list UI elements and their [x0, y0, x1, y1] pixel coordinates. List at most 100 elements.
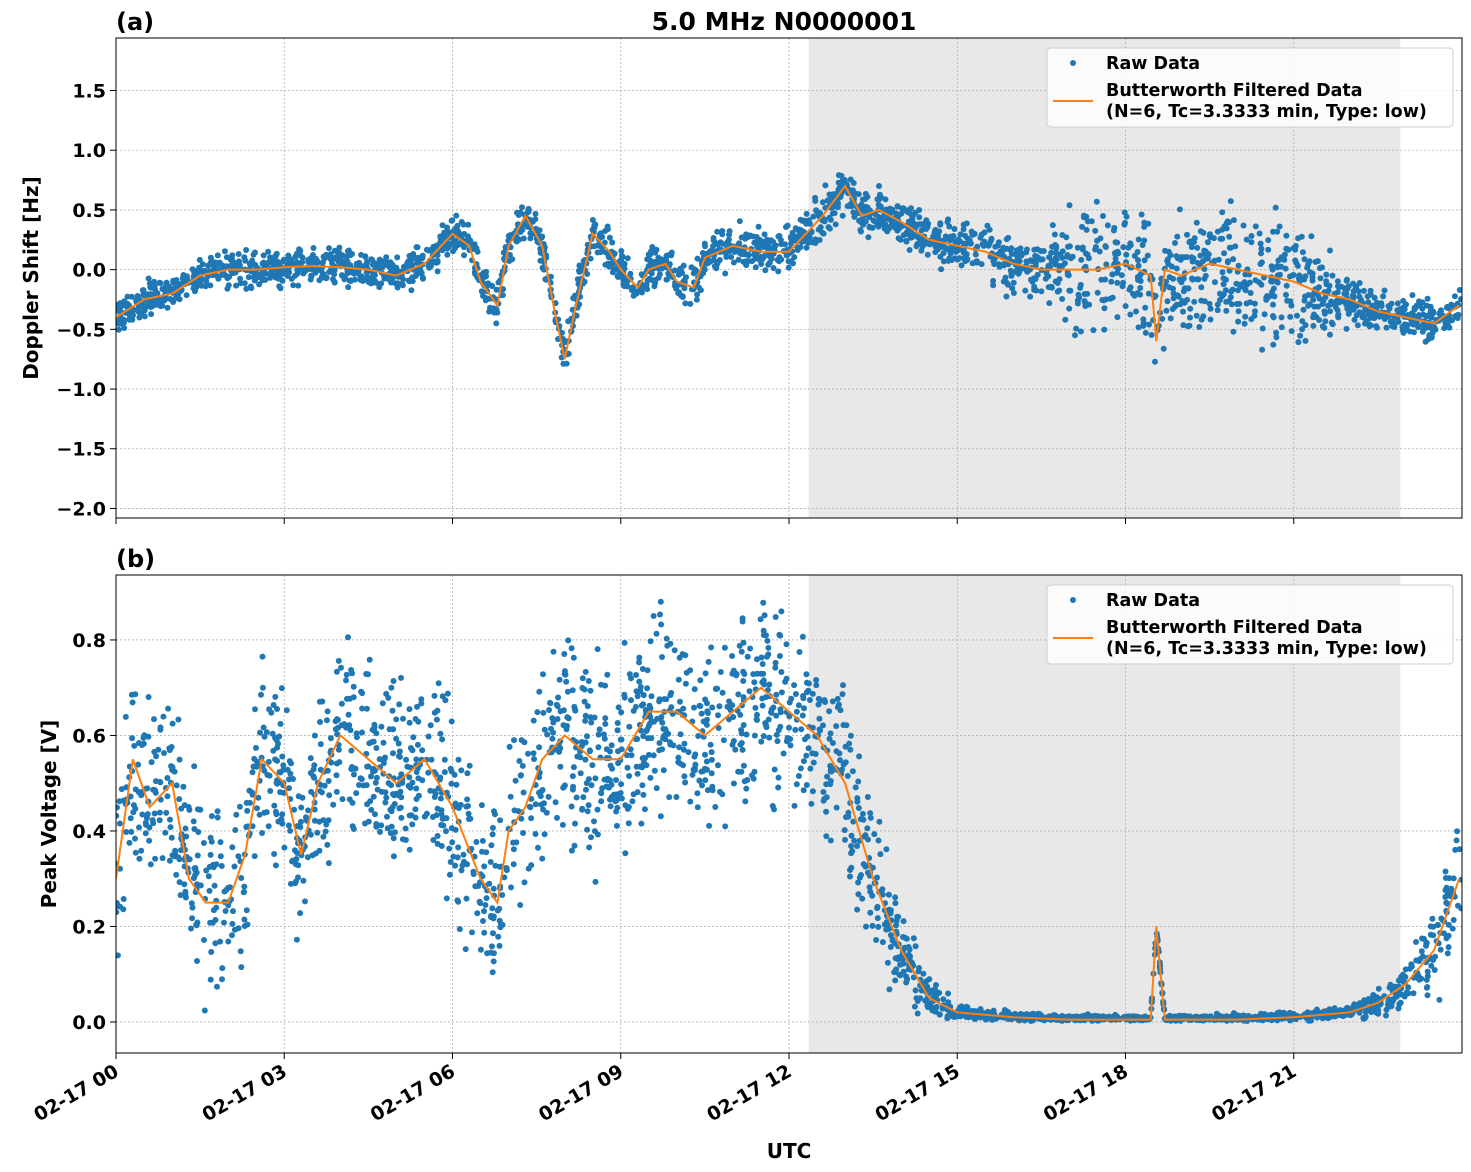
raw-data-point: [358, 776, 365, 783]
raw-data-point: [618, 257, 625, 263]
raw-data-point: [592, 775, 599, 782]
raw-data-point: [127, 815, 134, 822]
raw-data-point: [211, 263, 218, 270]
raw-data-point: [903, 238, 910, 245]
raw-data-point: [1120, 244, 1127, 251]
raw-data-point: [333, 772, 340, 779]
raw-data-point: [649, 261, 656, 268]
raw-data-point: [263, 809, 270, 816]
raw-data-point: [744, 777, 751, 783]
raw-data-point: [1402, 966, 1409, 973]
raw-data-point: [806, 697, 813, 703]
raw-data-point: [634, 770, 641, 777]
raw-data-point: [702, 670, 709, 677]
raw-data-point: [765, 261, 772, 268]
raw-data-point: [629, 798, 636, 805]
raw-data-point: [122, 713, 129, 720]
raw-data-point: [677, 698, 683, 705]
raw-data-point: [694, 790, 701, 797]
raw-data-point: [371, 272, 378, 279]
raw-data-point: [334, 716, 340, 723]
raw-data-point: [555, 694, 562, 701]
raw-data-point: [583, 786, 589, 793]
raw-data-point: [621, 260, 628, 267]
raw-data-point: [883, 214, 890, 221]
raw-data-point: [833, 804, 840, 811]
raw-data-point: [848, 843, 855, 849]
raw-data-point: [1092, 227, 1099, 234]
raw-data-point: [936, 989, 943, 996]
raw-data-point: [772, 614, 779, 620]
raw-data-point: [1251, 312, 1258, 319]
raw-data-point: [116, 820, 123, 827]
raw-data-point: [1062, 316, 1069, 323]
raw-data-point: [702, 751, 708, 758]
raw-data-point: [665, 252, 672, 259]
raw-data-point: [427, 263, 434, 270]
raw-data-point: [1424, 295, 1431, 302]
raw-data-point: [992, 243, 999, 250]
raw-data-point: [611, 791, 617, 798]
raw-data-point: [783, 252, 790, 259]
raw-data-point: [333, 788, 340, 795]
raw-data-point: [237, 275, 244, 282]
raw-data-point: [311, 817, 318, 824]
raw-data-point: [177, 892, 184, 899]
raw-data-point: [178, 805, 185, 812]
raw-data-point: [765, 644, 772, 651]
raw-data-point: [152, 855, 159, 862]
raw-data-point: [788, 695, 795, 702]
raw-data-point: [1140, 322, 1147, 329]
raw-data-point: [1403, 321, 1410, 328]
raw-data-point: [1188, 244, 1195, 251]
raw-data-point: [1202, 272, 1209, 279]
raw-data-point: [116, 909, 120, 916]
raw-data-point: [1174, 233, 1181, 240]
raw-data-point: [1160, 345, 1167, 352]
raw-data-point: [1049, 243, 1056, 250]
raw-data-point: [1172, 240, 1178, 246]
raw-data-point: [221, 888, 228, 895]
raw-data-point: [285, 252, 292, 259]
raw-data-point: [1252, 223, 1259, 230]
raw-data-point: [691, 767, 698, 774]
raw-data-point: [651, 277, 658, 284]
raw-data-point: [865, 234, 872, 241]
raw-data-point: [162, 829, 169, 836]
raw-data-point: [1067, 287, 1074, 294]
raw-data-point: [289, 858, 296, 865]
raw-data-point: [988, 235, 995, 242]
raw-data-point: [968, 228, 975, 235]
raw-data-point: [1166, 284, 1173, 291]
raw-data-point: [1242, 313, 1249, 320]
raw-data-point: [1380, 313, 1387, 320]
raw-data-point: [1351, 316, 1358, 323]
raw-data-point: [189, 915, 196, 922]
raw-data-point: [1069, 253, 1076, 260]
raw-data-point: [1135, 257, 1141, 264]
raw-data-point: [167, 824, 174, 831]
raw-data-point: [532, 210, 539, 217]
raw-data-point: [1142, 304, 1149, 311]
raw-data-point: [548, 725, 554, 732]
raw-data-point: [499, 292, 506, 299]
raw-data-point: [293, 878, 299, 885]
raw-data-point: [916, 214, 923, 221]
raw-data-point: [1428, 334, 1435, 341]
raw-data-point: [150, 302, 157, 309]
raw-data-point: [390, 791, 396, 798]
raw-data-point: [1374, 324, 1380, 331]
raw-data-point: [139, 811, 146, 818]
filtered-data-line: [116, 184, 1460, 360]
raw-data-point: [618, 781, 625, 788]
raw-data-point: [716, 703, 723, 710]
raw-data-point: [1135, 324, 1142, 331]
raw-data-point: [334, 731, 341, 738]
raw-data-point: [1184, 231, 1190, 238]
raw-data-point: [383, 794, 390, 801]
raw-data-point: [346, 695, 353, 702]
raw-data-point: [585, 802, 592, 809]
raw-data-point: [229, 920, 236, 927]
raw-data-point: [656, 271, 663, 278]
raw-data-point: [1063, 253, 1070, 260]
